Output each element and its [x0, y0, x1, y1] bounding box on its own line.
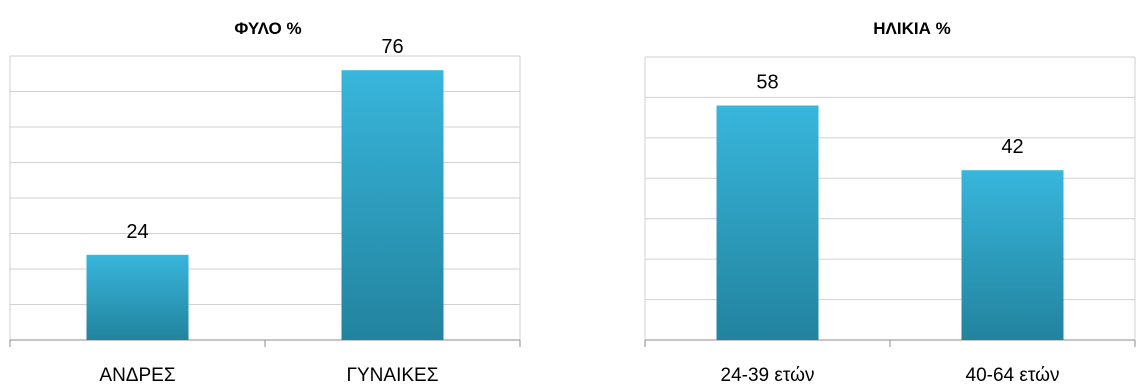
chart-title: ΦΥΛΟ % — [234, 19, 301, 38]
data-label: 24 — [126, 221, 148, 243]
bar-2 — [961, 170, 1064, 340]
chart-title: ΗΛΙΚΙΑ % — [873, 19, 950, 38]
data-label: 76 — [381, 36, 403, 58]
category-label: ΓΥΝΑΙΚΕΣ — [347, 365, 439, 386]
data-label: 42 — [1001, 136, 1023, 158]
category-label: ΑΝΔΡΕΣ — [99, 365, 175, 386]
bar-1 — [716, 105, 819, 340]
category-label: 40-64 ετών — [966, 365, 1060, 386]
bar-1 — [86, 254, 189, 340]
chart-panel-1: ΦΥΛΟ % 24 ΑΝΔΡΕΣ 76 ΓΥΝΑΙΚΕΣ — [9, 19, 521, 386]
bar-2 — [341, 70, 444, 340]
chart-panel-2: ΗΛΙΚΙΑ % 58 24-39 ετών 42 40-64 ετών — [644, 19, 1136, 386]
category-label: 24-39 ετών — [721, 365, 815, 386]
data-label: 58 — [756, 72, 778, 94]
